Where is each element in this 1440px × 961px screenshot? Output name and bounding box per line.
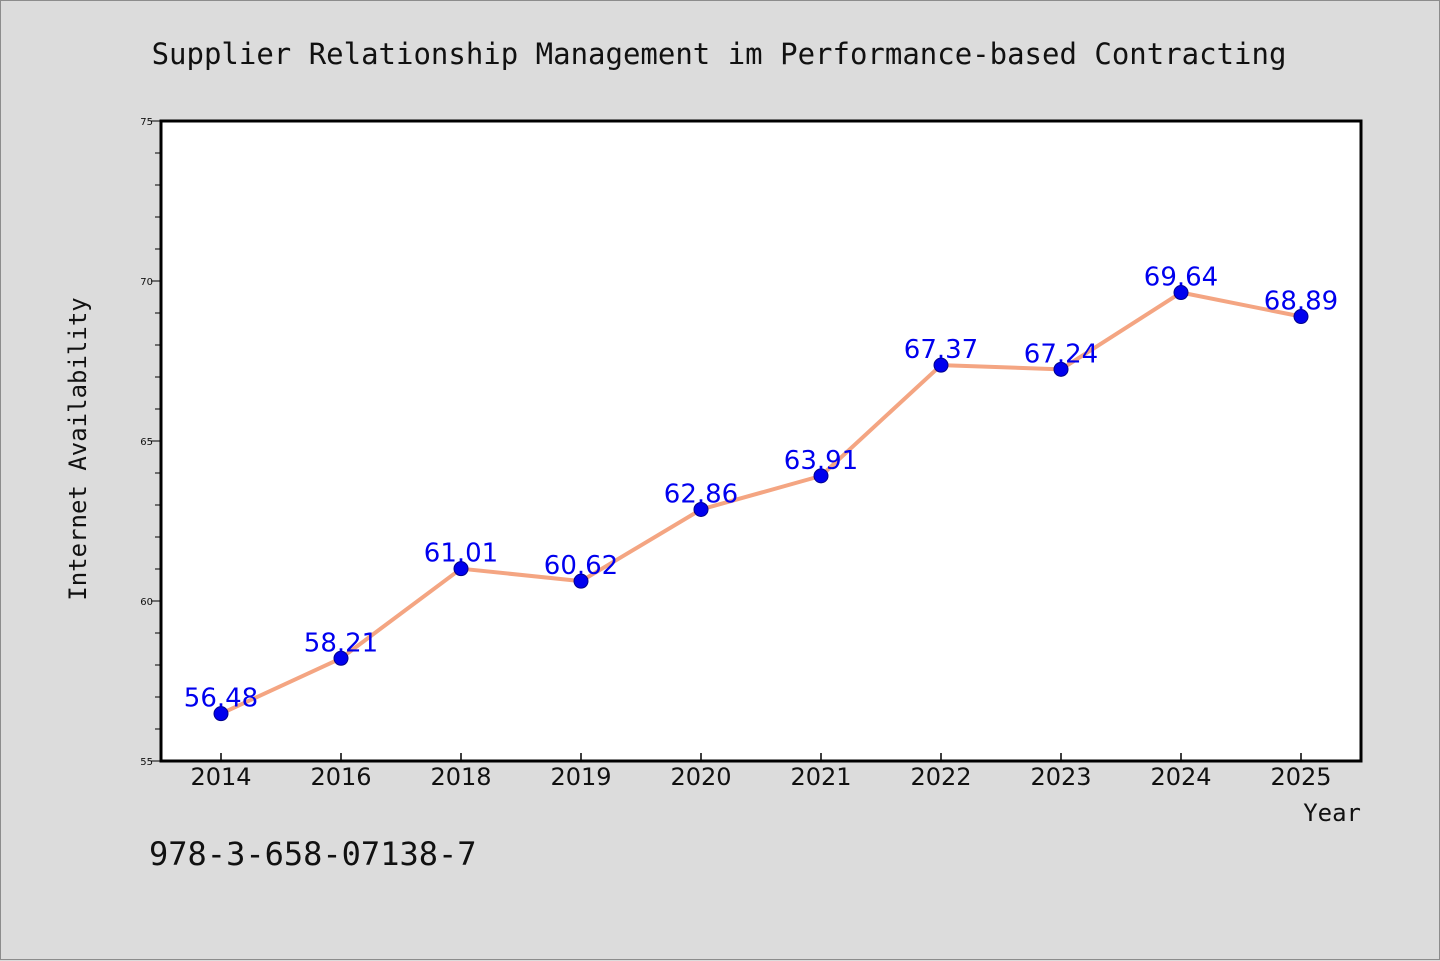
data-label: 68.89 <box>1264 287 1338 317</box>
data-label: 67.24 <box>1024 339 1098 369</box>
plot-area <box>159 119 1363 763</box>
y-tick-label: 65 <box>140 437 153 448</box>
data-label: 63.91 <box>784 446 858 476</box>
y-axis-label: Internet Availability <box>64 297 92 600</box>
series-line <box>219 290 1303 716</box>
x-axis-label: Year <box>1303 799 1361 827</box>
x-axis: 2014 2016 2018 2019 2020 2021 2022 2023 2024 2025 <box>190 753 1332 791</box>
x-tick-label: 2018 <box>430 763 491 791</box>
footer-isbn: 978-3-658-07138-7 <box>149 835 477 873</box>
data-point <box>453 561 469 577</box>
data-point <box>333 650 349 666</box>
y-axis: 55 60 65 70 75 <box>140 117 161 768</box>
data-label: 69.64 <box>1144 263 1218 293</box>
x-tick-label: 2024 <box>1150 763 1211 791</box>
chart-title: Supplier Relationship Management im Perf… <box>152 37 1287 71</box>
data-label: 58.21 <box>304 628 378 658</box>
data-label: 56.48 <box>184 684 258 714</box>
data-label: 61.01 <box>424 539 498 569</box>
data-label: 62.86 <box>664 479 738 509</box>
x-tick-label: 2021 <box>790 763 851 791</box>
x-tick-label: 2022 <box>910 763 971 791</box>
y-tick-label: 70 <box>140 277 153 288</box>
x-tick-label: 2020 <box>670 763 731 791</box>
data-point <box>573 573 589 589</box>
x-tick-label: 2014 <box>190 763 251 791</box>
y-tick-label: 75 <box>140 117 153 128</box>
data-label: 67.37 <box>904 335 978 365</box>
data-point <box>213 706 229 722</box>
data-point <box>813 468 829 484</box>
data-point <box>1053 361 1069 377</box>
x-tick-label: 2025 <box>1270 763 1331 791</box>
y-tick-label: 55 <box>140 757 153 768</box>
data-label: 60.62 <box>544 551 618 581</box>
x-tick-label: 2016 <box>310 763 371 791</box>
data-point <box>1293 309 1309 325</box>
series-group: 56.48 58.21 61.01 60.62 62.86 63.91 67.37 67.24… <box>184 263 1338 722</box>
y-tick-label: 60 <box>140 597 153 608</box>
x-tick-label: 2019 <box>550 763 611 791</box>
data-point <box>933 357 949 373</box>
data-point <box>1173 285 1189 301</box>
x-tick-label: 2023 <box>1030 763 1091 791</box>
data-point <box>693 501 709 517</box>
